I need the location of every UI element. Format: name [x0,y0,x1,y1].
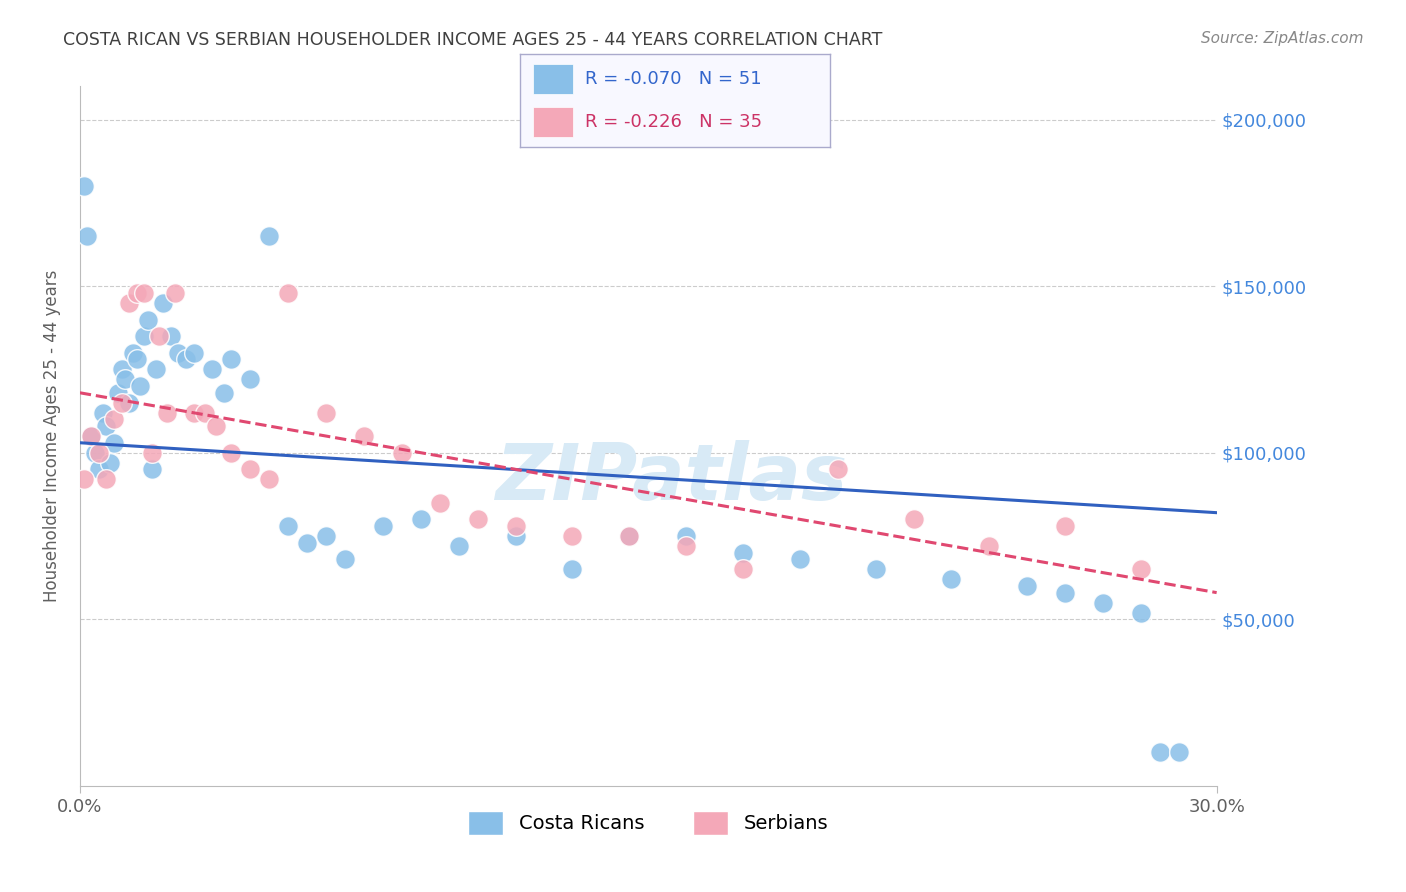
Point [118,296,141,310]
Point [391,446,413,460]
Point [145,362,167,376]
Point [447,539,470,553]
Point [675,539,697,553]
Text: Source: ZipAtlas.com: Source: ZipAtlas.com [1201,31,1364,46]
Point [87,446,110,460]
Point [118,396,141,410]
Point [80,429,103,443]
Point [134,329,156,343]
Point [167,346,190,360]
Text: ZIPatlas: ZIPatlas [495,440,848,516]
Point [221,446,243,460]
Point [125,285,148,300]
Point [73,472,96,486]
Point [163,285,186,300]
Point [73,179,96,194]
Point [183,406,205,420]
Point [353,429,375,443]
Point [103,435,125,450]
Point [159,329,181,343]
Point [865,562,887,576]
Point [1054,519,1077,533]
Point [136,312,159,326]
Point [156,406,179,420]
Text: R = -0.070   N = 51: R = -0.070 N = 51 [585,70,762,87]
Point [1091,596,1114,610]
Point [903,512,925,526]
Point [114,372,136,386]
Point [333,552,356,566]
Point [76,229,98,244]
Point [1149,746,1171,760]
Point [239,372,262,386]
Point [505,519,527,533]
Point [619,529,641,543]
Point [731,546,754,560]
Point [731,562,754,576]
Point [91,406,114,420]
Point [371,519,394,533]
Point [96,472,118,486]
Point [84,446,107,460]
Point [1129,606,1152,620]
Point [205,419,228,434]
Point [80,429,103,443]
Point [827,462,849,476]
Point [315,406,337,420]
Point [505,529,527,543]
Point [297,535,319,549]
Point [96,419,118,434]
Point [259,472,281,486]
Point [941,572,963,586]
Point [1054,585,1077,599]
Point [561,529,583,543]
Point [979,539,1001,553]
Point [429,496,451,510]
Point [675,529,697,543]
Text: R = -0.226   N = 35: R = -0.226 N = 35 [585,113,762,131]
Point [103,412,125,426]
Point [619,529,641,543]
Point [129,379,152,393]
Bar [533,64,572,94]
Point [98,456,121,470]
Y-axis label: Householder Income Ages 25 - 44 years: Householder Income Ages 25 - 44 years [44,270,60,602]
Point [467,512,489,526]
Text: COSTA RICAN VS SERBIAN HOUSEHOLDER INCOME AGES 25 - 44 YEARS CORRELATION CHART: COSTA RICAN VS SERBIAN HOUSEHOLDER INCOM… [63,31,883,49]
Point [174,352,197,367]
Point [134,285,156,300]
Point [1129,562,1152,576]
Point [148,329,170,343]
Point [110,396,132,410]
Point [212,385,235,400]
Point [87,462,110,476]
Point [107,385,129,400]
Point [194,406,217,420]
Point [201,362,224,376]
Point [183,346,205,360]
Point [1017,579,1039,593]
Point [1167,746,1189,760]
Point [789,552,811,566]
Point [122,346,145,360]
Point [277,285,299,300]
Bar [533,107,572,136]
Point [152,296,174,310]
Point [259,229,281,244]
Point [125,352,148,367]
Point [141,446,163,460]
Point [409,512,432,526]
Legend: Costa Ricans, Serbians: Costa Ricans, Serbians [461,803,837,843]
Point [239,462,262,476]
Point [561,562,583,576]
Point [110,362,132,376]
Point [315,529,337,543]
Point [141,462,163,476]
Point [221,352,243,367]
Point [277,519,299,533]
